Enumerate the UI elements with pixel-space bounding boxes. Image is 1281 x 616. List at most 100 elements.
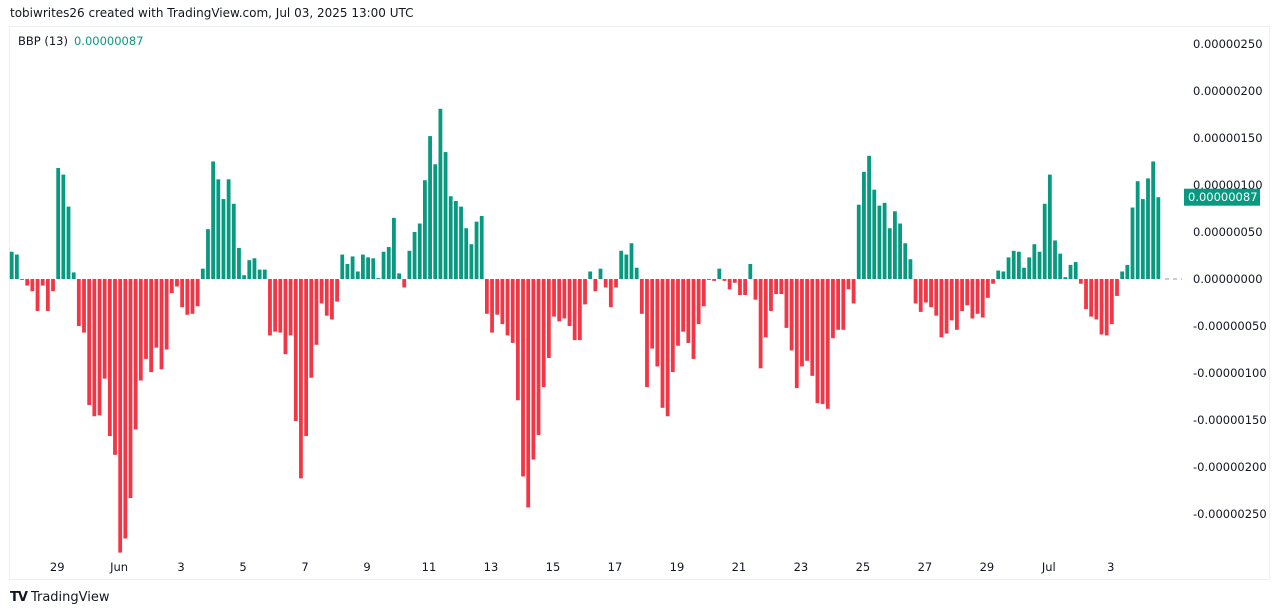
- histogram-bar: [815, 279, 820, 404]
- x-tick-label: 9: [363, 560, 370, 574]
- histogram-bar: [154, 279, 159, 348]
- histogram-bar: [283, 279, 288, 355]
- histogram-bar: [929, 279, 933, 308]
- y-tick-label: -0.00000250: [1193, 507, 1267, 521]
- histogram-bar: [748, 263, 753, 279]
- histogram-bar: [443, 152, 448, 279]
- histogram-bar: [1058, 253, 1063, 279]
- histogram-bar: [433, 164, 438, 279]
- histogram-bar: [1109, 279, 1114, 325]
- x-tick-label: 15: [546, 560, 561, 574]
- brand-name: TradingView: [30, 590, 110, 605]
- histogram-bar: [257, 269, 262, 279]
- y-tick-label: 0.00000200: [1193, 84, 1263, 98]
- histogram-bar: [190, 279, 195, 314]
- x-tick-label: 29: [980, 560, 995, 574]
- histogram-bar: [309, 279, 314, 378]
- histogram-bar: [30, 279, 35, 292]
- histogram-bar: [97, 279, 102, 416]
- histogram-bar: [1037, 251, 1042, 279]
- histogram-bar: [314, 279, 319, 345]
- y-tick-label: 0.00000250: [1193, 37, 1263, 51]
- histogram-bar: [567, 279, 572, 327]
- histogram-bar: [392, 217, 396, 279]
- histogram-bar: [505, 279, 510, 336]
- histogram-bar: [262, 269, 267, 279]
- histogram-bar: [598, 268, 603, 279]
- histogram-bar: [61, 174, 66, 279]
- histogram-bar: [727, 279, 732, 290]
- x-tick-label: 17: [608, 560, 623, 574]
- histogram-bar: [980, 279, 985, 318]
- y-tick-label: 0.00000150: [1193, 131, 1263, 145]
- histogram-bar: [738, 279, 742, 295]
- histogram-bar: [541, 279, 546, 388]
- histogram-bar: [335, 279, 339, 302]
- histogram-bar: [970, 279, 975, 319]
- histogram-bar: [1047, 174, 1052, 279]
- histogram-bar: [789, 279, 794, 351]
- histogram-bar: [918, 279, 923, 312]
- histogram-bar: [614, 279, 618, 288]
- histogram-bar: [681, 279, 686, 332]
- histogram-bar: [169, 279, 174, 294]
- x-tick-label: 13: [484, 560, 499, 574]
- indicator-value: 0.00000087: [73, 34, 144, 48]
- chart-frame: [9, 26, 1270, 580]
- histogram-bar: [877, 205, 882, 279]
- histogram-bar: [1120, 271, 1125, 279]
- histogram-bar: [624, 254, 629, 279]
- histogram-bar: [1032, 244, 1037, 279]
- histogram-bar: [474, 221, 479, 279]
- footer-brand[interactable]: TV TradingView: [10, 590, 109, 605]
- histogram-bar: [645, 279, 649, 388]
- histogram-bar: [732, 279, 737, 283]
- histogram-bar: [273, 279, 278, 332]
- histogram-bar: [887, 228, 892, 279]
- histogram-bar: [459, 206, 463, 279]
- histogram-bar: [66, 206, 71, 279]
- histogram-bar: [211, 161, 216, 279]
- histogram-bar: [1073, 262, 1078, 279]
- histogram-bar: [464, 228, 469, 279]
- histogram-bar: [872, 189, 877, 279]
- histogram-bar: [71, 272, 76, 279]
- histogram-bar: [913, 279, 918, 304]
- x-tick-label: 27: [918, 560, 933, 574]
- histogram-bar: [417, 223, 422, 279]
- histogram-bar: [242, 275, 247, 279]
- histogram-bar: [45, 279, 50, 311]
- histogram-bar: [330, 279, 334, 320]
- histogram-bar: [639, 279, 644, 314]
- histogram-bar: [423, 180, 427, 279]
- indicator-legend[interactable]: BBP (13) 0.00000087: [18, 34, 144, 48]
- histogram-bar: [92, 279, 97, 417]
- x-tick-label: 5: [239, 560, 246, 574]
- histogram-bar: [696, 279, 701, 325]
- histogram-bar: [221, 199, 226, 279]
- histogram-bar: [794, 279, 799, 389]
- histogram-bar: [479, 216, 484, 279]
- histogram-bar: [355, 271, 360, 279]
- histogram-bar: [412, 231, 417, 279]
- histogram-bar: [712, 279, 717, 281]
- histogram-bar: [583, 279, 587, 305]
- histogram-bar: [1042, 203, 1047, 279]
- histogram-bar: [448, 196, 453, 279]
- x-tick-label: 23: [794, 560, 809, 574]
- histogram-bar: [123, 279, 128, 539]
- histogram-bar: [1135, 181, 1140, 279]
- histogram-bar: [588, 271, 593, 279]
- histogram-bar: [1027, 257, 1032, 279]
- indicator-name: BBP (13): [18, 34, 68, 48]
- histogram-bar: [87, 279, 92, 405]
- histogram-bar: [128, 279, 133, 499]
- x-tick-label: 3: [1107, 560, 1114, 574]
- histogram-bar: [753, 279, 758, 300]
- histogram-bar: [965, 279, 970, 306]
- histogram-bar: [893, 211, 897, 279]
- histogram-bar: [676, 279, 680, 346]
- x-tick-label: Jun: [109, 560, 128, 574]
- histogram-bar: [546, 279, 551, 358]
